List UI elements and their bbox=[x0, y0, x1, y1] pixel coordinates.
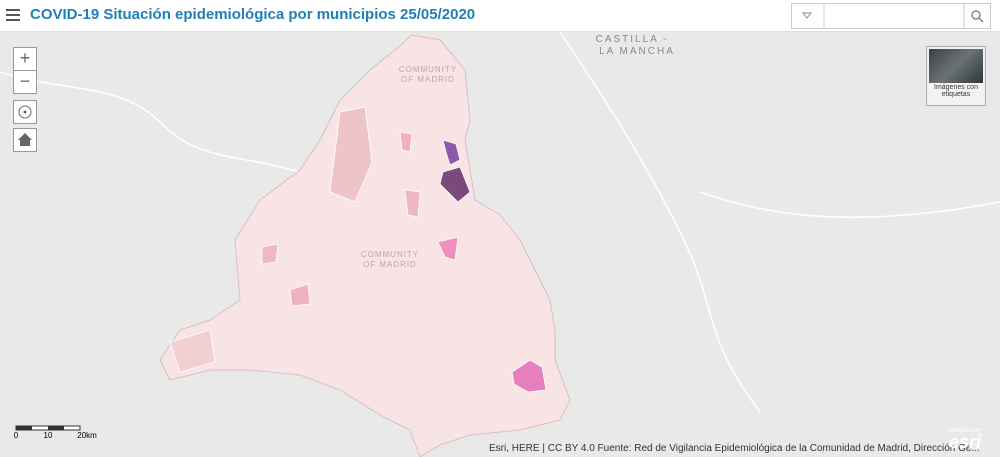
header: COVID-19 Situación epidemiológica por mu… bbox=[0, 0, 1000, 32]
zoom-in[interactable]: + bbox=[13, 47, 37, 71]
road bbox=[559, 32, 761, 413]
map-label: COMMUNITY bbox=[399, 65, 457, 74]
map-label: LA MANCHA bbox=[599, 46, 675, 57]
municipality[interactable] bbox=[404, 189, 421, 218]
municipality[interactable] bbox=[439, 166, 471, 203]
scale-label: 0 bbox=[14, 431, 19, 440]
municipality[interactable] bbox=[511, 359, 547, 393]
municipality[interactable] bbox=[442, 139, 461, 166]
map-label: OF MADRID bbox=[363, 260, 417, 269]
map-label: COMMUNITY bbox=[361, 250, 419, 259]
menu-button[interactable] bbox=[6, 9, 20, 21]
logo-powered: POWERED BY bbox=[948, 428, 982, 434]
municipality[interactable] bbox=[437, 236, 459, 261]
basemap-thumbnail bbox=[929, 49, 983, 83]
municipality[interactable] bbox=[329, 106, 373, 203]
map-label: OF MADRID bbox=[401, 75, 455, 84]
logo-brand: esri bbox=[948, 432, 981, 452]
locate-button[interactable] bbox=[13, 100, 37, 124]
home-button[interactable] bbox=[13, 128, 37, 152]
municipality[interactable] bbox=[169, 329, 216, 373]
municipality[interactable] bbox=[399, 131, 413, 153]
basemap-label: Imágenes con bbox=[934, 84, 978, 91]
zoom-out[interactable]: − bbox=[13, 70, 37, 94]
road bbox=[0, 71, 301, 173]
app-title: COVID-19 Situación epidemiológica por mu… bbox=[30, 6, 476, 23]
basemap-toggle[interactable]: Imágenes con etiquetas bbox=[926, 46, 986, 106]
scale-label: 20km bbox=[77, 431, 97, 440]
road bbox=[699, 191, 1000, 219]
map-label: CASTILLA - bbox=[596, 34, 669, 45]
scale-bar: 0 10 20km bbox=[14, 425, 97, 440]
esri-logo[interactable]: POWERED BY esri bbox=[948, 428, 982, 452]
attribution: Esri, HERE | CC BY 4.0 Fuente: Red de Vi… bbox=[489, 443, 980, 454]
map-canvas[interactable]: CASTILLA - LA MANCHA COMMUNITY OF MADRID… bbox=[0, 32, 1000, 457]
municipality[interactable] bbox=[261, 243, 279, 265]
search-icons bbox=[801, 4, 984, 28]
search-box[interactable] bbox=[791, 3, 991, 29]
region-madrid[interactable] bbox=[159, 34, 571, 457]
locate-icon bbox=[18, 105, 32, 119]
scale-label: 10 bbox=[44, 431, 53, 440]
municipality[interactable] bbox=[289, 283, 311, 307]
home-icon bbox=[18, 133, 32, 146]
basemap-label: etiquetas bbox=[941, 91, 971, 98]
